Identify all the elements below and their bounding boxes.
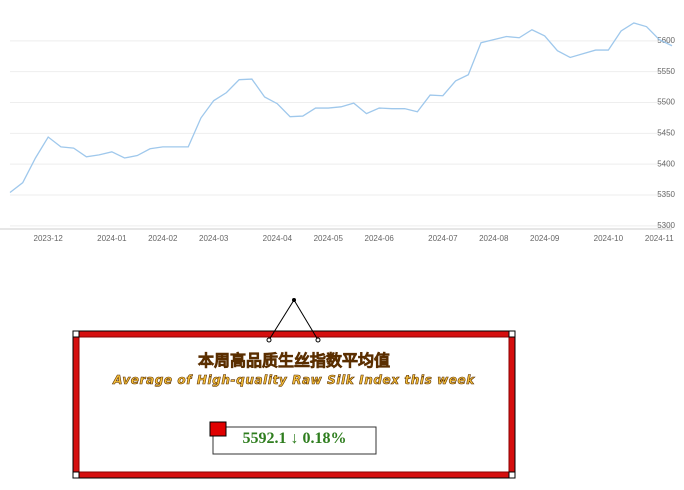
x-tick-label: 2024-09 — [530, 234, 560, 243]
x-tick-label: 2024-05 — [314, 234, 344, 243]
index-value: 5592.1 — [242, 430, 287, 447]
panel-title: 本周高品质生丝指数平均值 — [197, 351, 391, 371]
x-tick-label: 2024-10 — [594, 234, 624, 243]
chart: 5300 5350 5400 5450 5500 5550 5600 2023-12 2024-… — [0, 22, 676, 243]
y-tick-label: 5350 — [657, 190, 675, 199]
value-marker — [209, 421, 227, 437]
x-tick-label: 2024-04 — [263, 234, 293, 243]
y-tick-label: 5550 — [657, 67, 675, 76]
x-tick-label: 2024-11 — [645, 234, 674, 243]
value-line: 5592.1 ↓ 0.18% — [213, 430, 376, 448]
corner — [508, 471, 516, 479]
y-tick-label: 5600 — [657, 36, 675, 45]
y-tick-label: 5450 — [657, 128, 675, 137]
index-change: ↓ 0.18% — [290, 430, 347, 447]
x-tick-label: 2024-01 — [97, 234, 127, 243]
x-tick-label: 2024-08 — [479, 234, 509, 243]
x-tick-label: 2024-03 — [199, 234, 229, 243]
x-tick-label: 2024-07 — [428, 234, 458, 243]
x-tick-label: 2023-12 — [34, 234, 64, 243]
y-tick-label: 5500 — [657, 98, 675, 107]
x-tick-label: 2024-06 — [365, 234, 395, 243]
corner — [72, 471, 80, 479]
corner — [72, 330, 80, 338]
y-tick-label: 5400 — [657, 159, 675, 168]
hook — [315, 337, 321, 343]
panel-subtitle: Average of High-quality Raw Silk Index t… — [113, 373, 475, 388]
hook — [266, 337, 272, 343]
x-tick-label: 2024-02 — [148, 234, 178, 243]
nail — [292, 298, 296, 302]
corner — [508, 330, 516, 338]
value-box — [212, 426, 377, 455]
y-tick-label: 5300 — [657, 221, 675, 230]
line-series — [9, 22, 673, 194]
